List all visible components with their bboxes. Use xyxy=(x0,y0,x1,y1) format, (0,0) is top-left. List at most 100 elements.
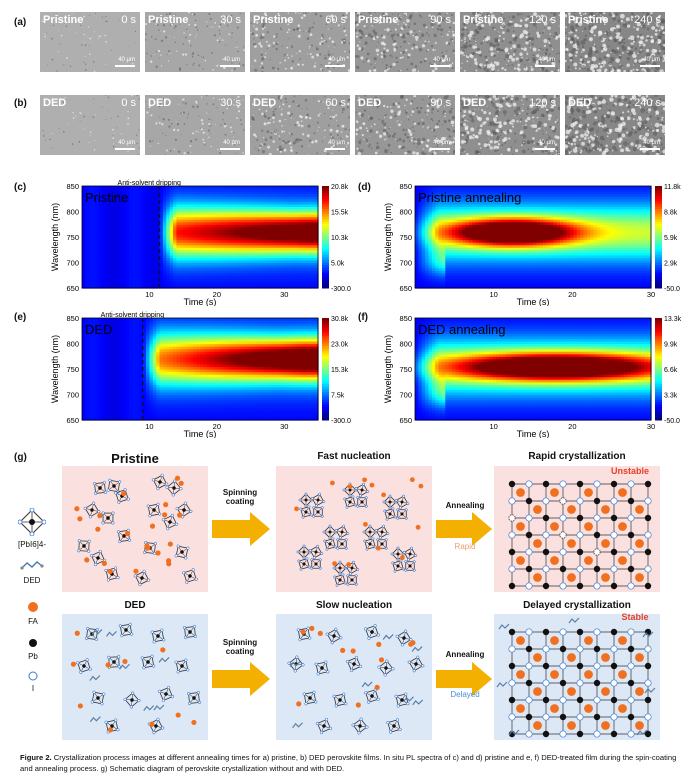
heatmap-cell xyxy=(186,249,191,253)
heatmap-cell xyxy=(156,239,161,243)
heatmap-cell xyxy=(95,216,100,220)
heatmap-cell xyxy=(183,221,188,225)
heatmap-cell xyxy=(85,252,90,256)
heatmap-cell xyxy=(482,282,487,287)
heatmap-cell xyxy=(247,277,252,281)
heatmap-cell xyxy=(166,285,171,289)
heatmap-cell xyxy=(200,270,204,274)
heatmap-cell xyxy=(102,247,107,251)
heatmap-cell xyxy=(468,262,473,266)
heatmap-cell xyxy=(479,252,484,256)
heatmap-cell xyxy=(216,186,221,190)
heatmap-cell xyxy=(546,267,551,271)
heatmap-cell xyxy=(223,211,228,215)
heatmap-cell xyxy=(418,272,423,276)
heatmap-cell xyxy=(580,237,585,241)
heatmap-cell xyxy=(115,198,120,202)
heatmap-cell xyxy=(566,226,571,230)
heatmap-cell xyxy=(441,196,446,200)
heatmap-cell xyxy=(519,259,524,264)
heatmap-cell xyxy=(200,237,204,241)
heatmap-cell xyxy=(418,282,423,287)
heatmap-cell xyxy=(431,226,436,230)
heatmap-cell xyxy=(314,206,319,210)
heatmap-cell xyxy=(522,277,527,281)
heatmap-cell xyxy=(115,272,120,276)
heatmap-cell xyxy=(553,265,558,269)
heatmap-cell xyxy=(462,254,467,258)
heatmap-cell xyxy=(539,282,544,287)
heatmap-cell xyxy=(576,224,581,228)
heatmap-cell xyxy=(210,275,215,279)
heatmap-cell xyxy=(448,285,453,289)
heatmap-cell xyxy=(169,226,174,230)
heatmap-cell xyxy=(553,193,558,197)
heatmap-cell xyxy=(250,272,255,276)
heatmap-cell xyxy=(240,224,245,228)
heatmap-cell xyxy=(502,201,507,205)
heatmap-cell xyxy=(435,221,440,225)
heatmap-cell xyxy=(549,272,554,276)
heatmap-cell xyxy=(233,267,238,271)
heatmap-cell xyxy=(226,280,231,284)
heatmap-cell xyxy=(250,254,255,258)
heatmap-cell xyxy=(448,272,453,276)
heatmap-cell xyxy=(415,229,419,233)
heatmap-cell xyxy=(220,277,225,281)
heatmap-cell xyxy=(499,247,504,251)
heatmap-cell xyxy=(529,277,534,281)
heatmap-cell xyxy=(129,262,134,266)
heatmap-cell xyxy=(573,191,578,195)
heatmap-cell xyxy=(583,211,588,215)
heatmap-cell xyxy=(543,257,548,261)
heatmap-cell xyxy=(445,285,450,289)
heatmap-cell xyxy=(516,191,521,195)
heatmap-cell xyxy=(142,221,147,225)
heatmap-cell xyxy=(489,249,494,253)
heatmap-cell xyxy=(92,201,97,205)
heatmap-cell xyxy=(149,188,154,192)
heatmap-cell xyxy=(301,277,306,281)
heatmap-cell xyxy=(203,285,208,289)
heatmap-cell xyxy=(428,239,433,243)
heatmap-cell xyxy=(152,270,157,274)
heatmap-cell xyxy=(112,219,117,223)
heatmap-cell xyxy=(452,270,457,274)
heatmap-cell xyxy=(98,272,103,276)
heatmap-cell xyxy=(287,244,292,248)
heatmap-cell xyxy=(563,193,568,197)
heatmap-cell xyxy=(294,216,299,220)
heatmap-cell xyxy=(576,201,581,205)
heatmap-cell xyxy=(546,229,551,233)
heatmap-cell xyxy=(475,214,480,218)
heatmap-cell xyxy=(297,206,302,210)
heatmap-cell xyxy=(95,208,100,213)
heatmap-pristine-spin: Anti-solvent dripping Pristine 650 700 750 80… xyxy=(40,178,360,307)
heatmap-cell xyxy=(314,203,319,207)
heatmap-cell xyxy=(146,216,151,220)
heatmap-cell xyxy=(270,282,275,287)
heatmap-cell xyxy=(304,239,309,243)
heatmap-cell xyxy=(549,224,554,228)
heatmap-cell xyxy=(529,237,534,241)
heatmap-cell xyxy=(274,206,279,210)
heatmap-cell xyxy=(499,206,504,210)
heatmap-cell xyxy=(250,206,255,210)
heatmap-cell xyxy=(479,272,484,276)
heatmap-cell xyxy=(176,244,181,248)
heatmap-cell xyxy=(445,221,450,225)
heatmap-cell xyxy=(586,267,591,271)
heatmap-cell xyxy=(452,208,457,213)
heatmap-cell xyxy=(421,277,426,281)
heatmap-cell xyxy=(492,206,497,210)
heatmap-cell xyxy=(233,252,238,256)
heatmap-cell xyxy=(566,206,571,210)
heatmap-cell xyxy=(223,254,228,258)
heatmap-cell xyxy=(203,265,208,269)
heatmap-cell xyxy=(82,262,86,266)
heatmap-cell xyxy=(522,216,527,220)
heatmap-cell xyxy=(287,267,292,271)
heatmap-cell xyxy=(563,249,568,253)
heatmap-cell xyxy=(438,242,443,246)
heatmap-cell xyxy=(179,262,184,266)
